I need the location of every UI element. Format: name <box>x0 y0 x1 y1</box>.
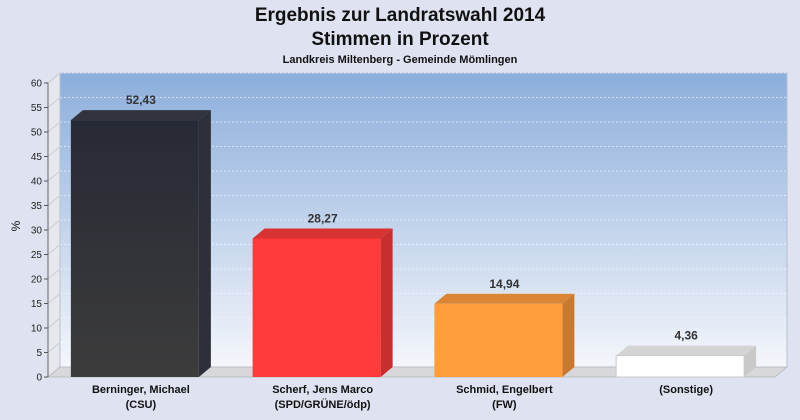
gridline-side <box>47 195 61 206</box>
category-label: Schmid, Engelbert <box>456 384 553 396</box>
y-tick-label: 20 <box>31 275 43 286</box>
bar-side <box>380 228 393 377</box>
bar-value-label: 28,27 <box>308 211 338 225</box>
y-tick-label: 30 <box>31 226 43 237</box>
category-label-sub: (FW) <box>492 399 517 411</box>
category-label: Berninger, Michael <box>92 384 190 396</box>
bar-top <box>434 293 575 304</box>
gridline-side <box>47 146 61 157</box>
bar-side <box>198 110 211 377</box>
y-tick-label: 50 <box>31 128 43 139</box>
gridline-side <box>47 342 61 353</box>
gridline-side <box>47 72 61 84</box>
y-tick-label: 25 <box>31 250 43 261</box>
gridline-side <box>47 317 61 329</box>
chart-title: Ergebnis zur Landratswahl 2014 <box>254 5 546 26</box>
bar-side <box>562 293 575 377</box>
bar <box>70 120 199 377</box>
gridline-side <box>47 170 61 182</box>
gridline-side <box>47 244 61 255</box>
chart-caption: Landkreis Miltenberg - Gemeinde Mömlinge… <box>282 54 518 66</box>
gridline-side <box>47 219 61 231</box>
y-tick-label: 45 <box>31 152 43 163</box>
y-tick-label: 55 <box>31 103 43 114</box>
y-tick-label: 5 <box>36 348 42 359</box>
gridline-side <box>47 293 61 304</box>
category-label-sub: (SPD/GRÜNE/ödp) <box>275 398 371 411</box>
bar-value-label: 52,43 <box>126 93 156 107</box>
chart-subtitle: Stimmen in Prozent <box>311 29 489 50</box>
bar-top <box>70 110 211 121</box>
y-tick-label: 35 <box>31 201 43 212</box>
bar <box>434 303 563 377</box>
y-axis-label: % <box>9 220 23 231</box>
category-label-sub: (CSU) <box>126 399 157 411</box>
bar-side <box>744 345 757 377</box>
bar-top <box>252 228 393 239</box>
y-tick-label: 15 <box>31 299 43 310</box>
bar <box>252 238 381 377</box>
gridline-side <box>47 97 61 108</box>
bar-value-label: 4,36 <box>674 329 698 343</box>
y-tick-label: 10 <box>31 324 43 335</box>
category-label: Scherf, Jens Marco <box>272 384 373 396</box>
bar <box>615 355 745 378</box>
gridline-side <box>47 268 61 280</box>
y-tick-label: 40 <box>31 177 43 188</box>
y-tick-label: 60 <box>31 79 43 90</box>
gridline-side <box>47 121 61 133</box>
y-tick-label: 0 <box>36 373 42 384</box>
bar-value-label: 14,94 <box>489 277 519 291</box>
category-label: (Sonstige) <box>659 384 713 396</box>
bar-top <box>616 345 757 356</box>
